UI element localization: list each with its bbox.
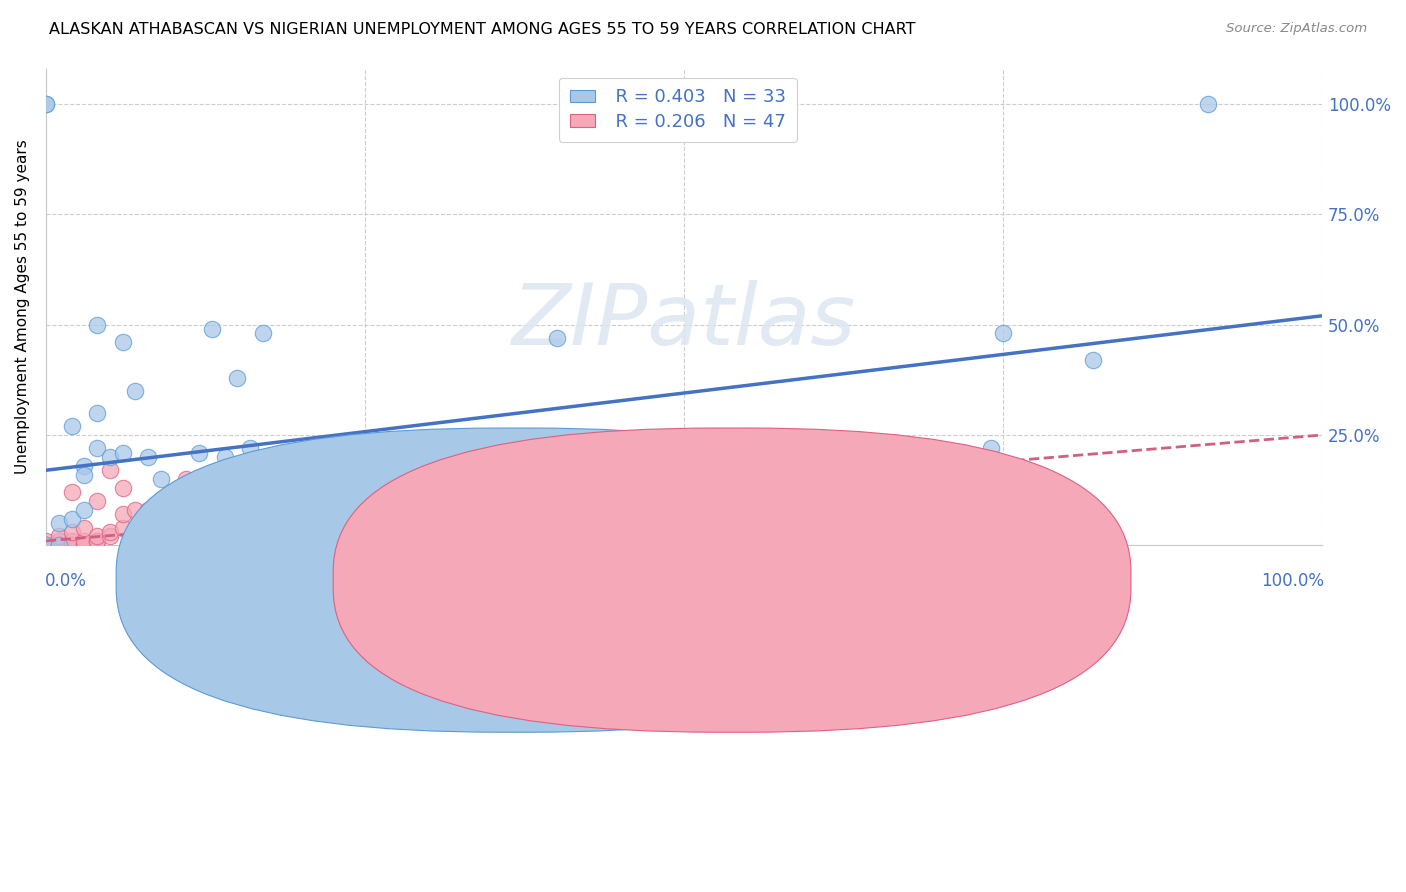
Text: Source: ZipAtlas.com: Source: ZipAtlas.com [1226,22,1367,36]
Point [149,499,172,513]
Point [546,450,568,464]
Point [35,533,58,548]
Text: Alaskan Athabascans: Alaskan Athabascans [537,573,700,588]
Point [673,472,696,486]
Point [149,472,172,486]
Point [149,524,172,539]
Point [60,538,83,552]
Point [35,96,58,111]
Point [214,450,236,464]
Point [73,503,96,517]
Point [48,516,70,531]
Point [136,521,159,535]
Point [188,445,211,459]
Point [136,503,159,517]
Point [35,538,58,552]
Point [993,326,1015,341]
Point [60,538,83,552]
Point [60,538,83,552]
Point [60,533,83,548]
Point [35,538,58,552]
Point [98,450,121,464]
Point [48,529,70,543]
Point [86,533,108,548]
Point [98,529,121,543]
Point [86,529,108,543]
Point [60,485,83,500]
Text: ALASKAN ATHABASCAN VS NIGERIAN UNEMPLOYMENT AMONG AGES 55 TO 59 YEARS CORRELATIO: ALASKAN ATHABASCAN VS NIGERIAN UNEMPLOYM… [49,22,915,37]
Point [35,538,58,552]
Point [60,524,83,539]
Point [162,521,184,535]
Point [252,326,274,341]
Point [98,463,121,477]
Point [111,521,134,535]
Point [73,538,96,552]
Point [124,533,146,548]
Point [98,524,121,539]
FancyBboxPatch shape [333,428,1130,732]
Point [928,445,950,459]
Point [48,538,70,552]
Point [48,538,70,552]
Point [86,533,108,548]
Point [201,322,224,336]
Point [86,318,108,332]
Text: 0.0%: 0.0% [45,572,87,590]
Point [124,503,146,517]
Point [226,370,249,384]
Legend:   R = 0.403   N = 33,   R = 0.206   N = 47: R = 0.403 N = 33, R = 0.206 N = 47 [558,78,797,142]
Point [239,441,262,455]
Point [737,476,759,491]
Point [903,445,925,459]
Point [111,481,134,495]
Point [124,384,146,398]
Point [252,494,274,508]
Point [35,538,58,552]
Point [315,524,337,539]
Text: 100.0%: 100.0% [1261,572,1323,590]
Point [290,508,312,522]
Point [73,521,96,535]
Point [60,419,83,434]
Point [201,476,224,491]
Point [111,445,134,459]
Point [1081,352,1104,367]
Point [35,538,58,552]
Point [188,508,211,522]
Point [73,458,96,473]
Point [86,441,108,455]
FancyBboxPatch shape [117,428,914,732]
Point [48,538,70,552]
Point [1197,96,1219,111]
Point [73,533,96,548]
Text: ZIPatlas: ZIPatlas [512,280,856,363]
Point [48,533,70,548]
Point [111,508,134,522]
Point [60,512,83,526]
Text: Nigerians: Nigerians [755,573,827,588]
Point [111,335,134,350]
Point [86,494,108,508]
Point [176,472,198,486]
Point [980,441,1002,455]
Point [73,538,96,552]
Point [73,467,96,482]
Point [35,538,58,552]
Y-axis label: Unemployment Among Ages 55 to 59 years: Unemployment Among Ages 55 to 59 years [15,139,30,475]
Point [35,96,58,111]
Point [136,450,159,464]
Point [226,516,249,531]
Point [546,331,568,345]
Point [162,503,184,517]
Point [86,406,108,420]
